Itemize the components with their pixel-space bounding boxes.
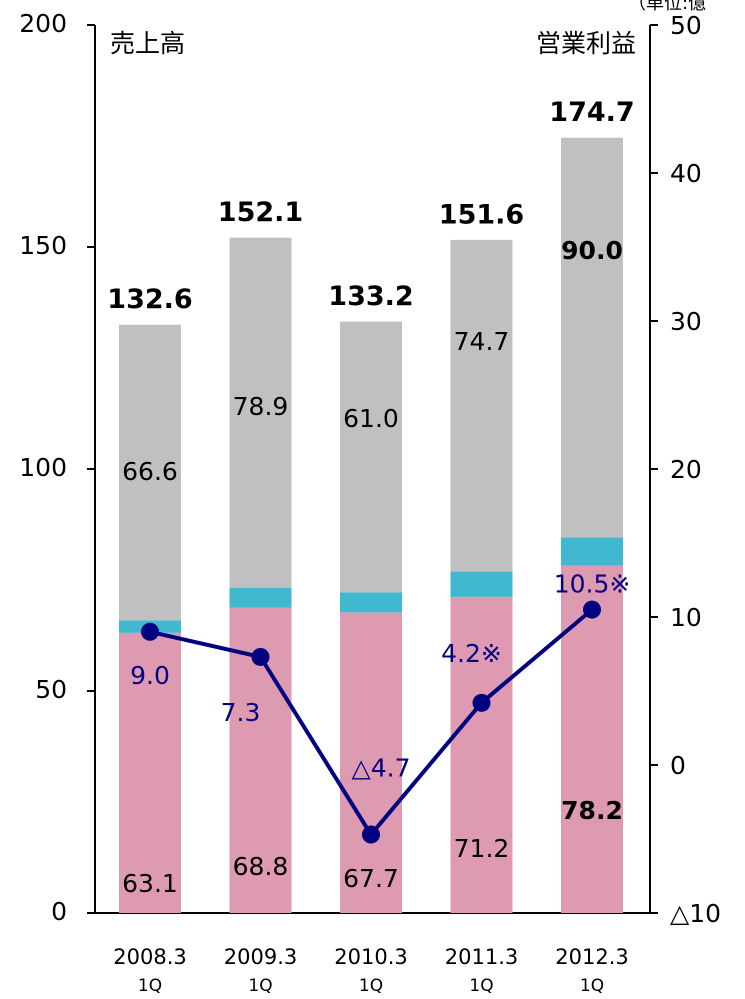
y2-tick-label: △10 (670, 899, 721, 928)
data-label: 68.8 (233, 852, 289, 881)
y2-tick-label: 40 (670, 159, 702, 188)
data-label: 90.0 (561, 236, 623, 265)
line-label: 4.2※ (441, 639, 502, 668)
data-label: 66.6 (122, 457, 178, 486)
bar-segment (340, 612, 402, 913)
y2-axis-title: 営業利益 (536, 29, 636, 58)
y2-tick-label: 30 (670, 307, 702, 336)
bar-segment (229, 587, 292, 608)
total-label: 174.7 (549, 97, 634, 128)
line-point (251, 647, 270, 666)
line-label: △4.7 (352, 754, 411, 783)
y2-tick-label: 10 (670, 603, 702, 632)
bar-segment (561, 137, 623, 538)
bar-segment (340, 592, 402, 613)
y-axis-title: 売上高 (110, 29, 185, 58)
x-tick-sublabel: 1Q (469, 976, 493, 996)
data-label: 74.7 (454, 327, 510, 356)
data-label: 67.7 (343, 864, 399, 893)
bar-segment (229, 237, 292, 588)
total-label: 152.1 (218, 197, 303, 228)
x-tick-sublabel: 1Q (359, 976, 383, 996)
total-label: 151.6 (439, 199, 524, 230)
x-tick-label: 2010.3 (334, 945, 407, 969)
x-tick-label: 2012.3 (555, 945, 628, 969)
bar-segment (450, 571, 513, 597)
bar-segment (340, 321, 402, 593)
data-label: 61.0 (343, 404, 399, 433)
data-label: 78.2 (561, 796, 623, 825)
bar-segment (450, 239, 513, 572)
x-tick-label: 2011.3 (445, 945, 518, 969)
x-tick-sublabel: 1Q (138, 976, 162, 996)
y2-tick-label: 50 (670, 11, 702, 40)
bar-segment (119, 324, 181, 621)
y2-tick-label: 20 (670, 455, 702, 484)
data-label: 63.1 (122, 869, 178, 898)
y-tick-label: 0 (51, 897, 67, 926)
y-tick-label: 200 (19, 9, 67, 38)
line-label: 10.5※ (554, 570, 631, 599)
y-tick-label: 150 (19, 231, 67, 260)
total-label: 133.2 (328, 281, 413, 312)
line-point (141, 622, 159, 641)
total-label: 132.6 (107, 284, 192, 315)
unit-note: （単位:億 (628, 0, 706, 14)
bar-segment (561, 565, 623, 913)
x-tick-label: 2009.3 (224, 945, 297, 969)
line-point (362, 825, 380, 844)
line-label: 7.3 (221, 698, 261, 727)
x-tick-label: 2008.3 (113, 945, 186, 969)
data-label: 71.2 (454, 834, 510, 863)
line-point (583, 600, 601, 619)
data-label: 78.9 (233, 392, 289, 421)
bar-segment (450, 596, 513, 913)
bar-segment (561, 537, 623, 566)
x-tick-sublabel: 1Q (248, 976, 272, 996)
y2-tick-label: 0 (670, 751, 686, 780)
bar-segment (119, 632, 181, 913)
line-label: 9.0 (130, 661, 170, 690)
x-tick-sublabel: 1Q (580, 976, 604, 996)
line-point (472, 693, 491, 712)
y-tick-label: 50 (35, 675, 67, 704)
y-tick-label: 100 (19, 453, 67, 482)
